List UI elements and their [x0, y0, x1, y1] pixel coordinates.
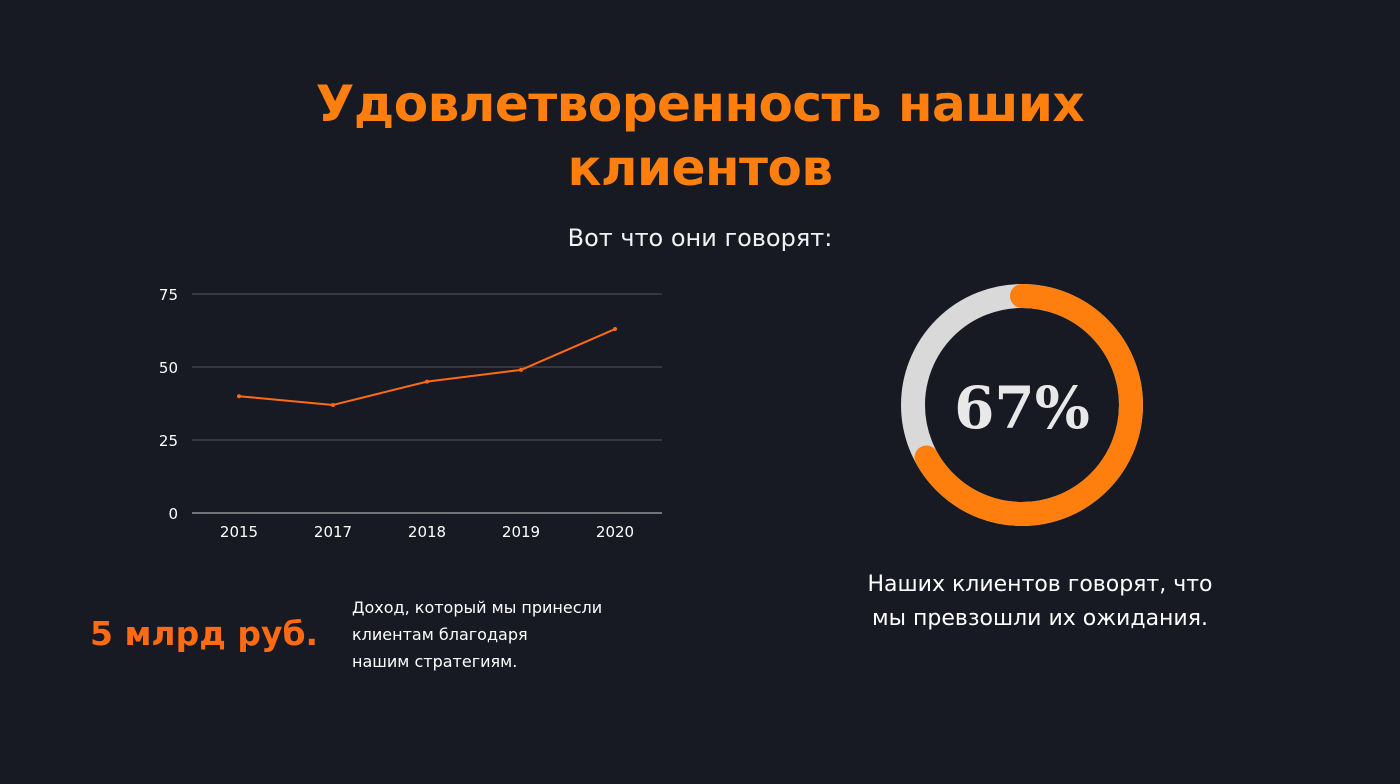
subtitle: Вот что они говорят: [567, 224, 833, 252]
donut-segment-satisfied [914, 284, 1143, 526]
x-tick-label-2017: 2017 [314, 523, 352, 541]
x-tick-label-2015: 2015 [220, 523, 258, 541]
y-tick-label-0: 0 [168, 505, 178, 523]
income-description-line-1: Доход, который мы принесли [352, 598, 603, 617]
donut-chart-svg [901, 284, 1143, 526]
title-line-1: Удовлетворенность наших [315, 75, 1085, 133]
x-tick-label-2019: 2019 [502, 523, 540, 541]
income-description: Доход, который мы принесли клиентам благ… [352, 594, 652, 675]
page-title: Удовлетворенность наших клиентов [0, 72, 1400, 200]
income-description-line-2: клиентам благодаря [352, 625, 528, 644]
donut-percent-label: 67% [954, 374, 1090, 442]
x-tick-label-2020: 2020 [596, 523, 634, 541]
income-value: 5 млрд руб. [90, 614, 319, 653]
satisfaction-donut-chart [890, 273, 1154, 537]
y-tick-label-25: 25 [159, 432, 178, 450]
data-point-2019 [519, 367, 523, 372]
satisfaction-caption-line-1: Наших клиентов говорят, что [867, 572, 1213, 597]
data-point-2020 [613, 327, 617, 332]
line-chart-svg: 0 25 50 75 2015 2017 2018 2019 2020 [159, 286, 662, 541]
data-point-2017 [331, 402, 335, 407]
satisfaction-caption: Наших клиентов говорят, что мы превзошли… [820, 568, 1260, 636]
title-line-2: клиентов [567, 139, 833, 197]
data-point-2018 [425, 379, 429, 384]
x-tick-label-2018: 2018 [408, 523, 446, 541]
revenue-line-chart: 0 25 50 75 2015 2017 2018 2019 2020 [140, 275, 680, 555]
income-description-line-3: нашим стратегиям. [352, 652, 518, 671]
satisfaction-caption-line-2: мы превзошли их ожидания. [872, 606, 1208, 631]
y-tick-label-75: 75 [159, 286, 178, 304]
data-point-2015 [237, 394, 241, 399]
y-tick-label-50: 50 [159, 359, 178, 377]
